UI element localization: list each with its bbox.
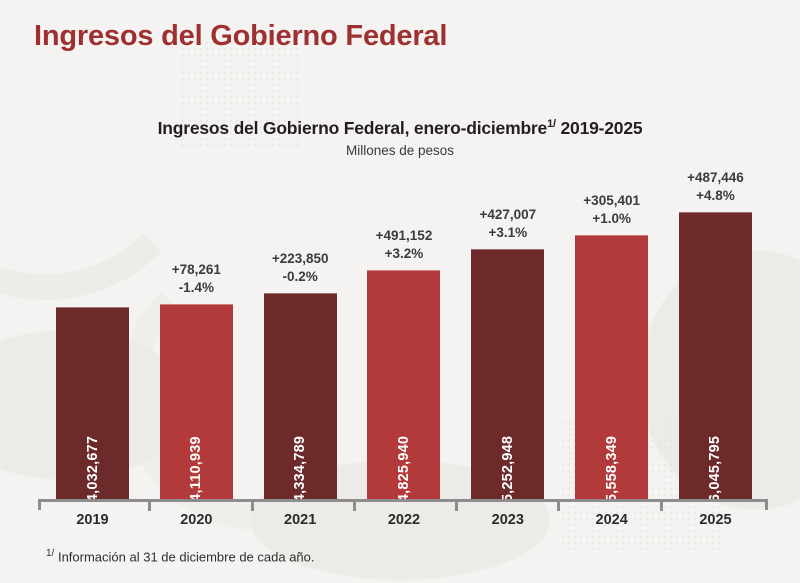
bar-delta-2020: +78,261 -1.4%	[172, 261, 221, 297]
bar-delta-percent-2024: +1.0%	[592, 211, 631, 227]
bar-delta-percent-2025: +4.8%	[696, 188, 735, 204]
bar-delta-2024: +305,401 +1.0%	[583, 192, 640, 228]
bar-value-label-2024: 5,558,349	[603, 435, 620, 503]
x-axis-label-2019: 2019	[76, 512, 109, 528]
bar-2023[interactable]: 5,252,948	[471, 249, 545, 503]
bar-group-2020: +78,261 -1.4% 4,110,939	[150, 176, 243, 502]
bar-value-label-2019: 4,032,677	[84, 435, 101, 503]
bar-group-2024: +305,401 +1.0% 5,558,349	[565, 176, 658, 503]
x-axis-tick-3	[353, 502, 356, 511]
bar-value-label-2021: 4,334,789	[292, 435, 309, 503]
bar-delta-percent-2020: -1.4%	[178, 280, 214, 296]
bar-2024[interactable]: 5,558,349	[575, 235, 649, 503]
x-axis-label-2022: 2022	[387, 512, 421, 528]
bar-delta-2023: +427,007 +3.1%	[479, 206, 536, 242]
bar-value-label-2023: 5,252,948	[499, 435, 516, 503]
bar-delta-absolute-2021: +223,850	[271, 251, 329, 267]
footnote-marker: 1/	[46, 548, 55, 559]
bar-delta-2021: +223,850 -0.2%	[272, 250, 329, 286]
x-axis-tick-5	[557, 502, 560, 511]
bar-delta-percent-2021: -0.2%	[282, 269, 318, 285]
bar-2021[interactable]: 4,334,789	[263, 293, 337, 503]
bar-delta-2025: +487,446 +4.8%	[687, 169, 744, 205]
x-axis-tick-2	[251, 502, 254, 511]
chart-title-range: 2019-2025	[555, 118, 643, 138]
bar-group-2022: +491,152 +3.2% 4,825,940	[357, 176, 450, 503]
bar-2025[interactable]: 6,045,795	[678, 212, 752, 503]
x-axis-label-2021: 2021	[284, 512, 317, 528]
chart-title-main: Ingresos del Gobierno Federal, enero-dic…	[157, 118, 548, 138]
chart-subtitle: Millones de pesos	[345, 143, 455, 158]
bar-2022[interactable]: 4,825,940	[367, 270, 441, 503]
x-axis-label-2020: 2020	[180, 512, 213, 528]
footnote: 1/ Información al 31 de diciembre de cad…	[46, 548, 315, 564]
x-axis-labels: 2019 2020 2021 2022 2023 2024 2025	[46, 512, 762, 528]
bar-series: 4,032,677 +78,261 -1.4% 4,110,939 +223,850 -0…	[46, 170, 762, 503]
bar-value-label-2022: 4,825,940	[395, 435, 412, 503]
x-axis-label-2024: 2024	[595, 512, 628, 528]
bar-delta-percent-2022: +3.2%	[384, 246, 424, 262]
x-axis-label-2025: 2025	[699, 512, 732, 528]
chart-title: Ingresos del Gobierno Federal, enero-dic…	[0, 118, 800, 139]
bar-delta-absolute-2022: +491,152	[375, 228, 433, 244]
x-axis-label-2023: 2023	[491, 512, 524, 528]
bar-group-2023: +427,007 +3.1% 5,252,948	[461, 176, 554, 503]
bar-2020[interactable]: 4,110,939	[159, 304, 233, 502]
page-title: Ingresos del Gobierno Federal	[34, 20, 448, 52]
bar-delta-absolute-2020: +78,261	[171, 262, 221, 278]
x-axis-tick-4	[455, 502, 458, 511]
bar-value-label-2020: 4,110,939	[188, 436, 205, 502]
bar-group-2025: +487,446 +4.8% 6,045,795	[669, 170, 762, 503]
bar-value-label-2025: 6,045,795	[707, 435, 724, 503]
plot-area: 4,032,677 +78,261 -1.4% 4,110,939 +223,850 -0…	[46, 170, 762, 503]
footnote-text: Información al 31 de diciembre de cada a…	[54, 549, 315, 565]
bar-delta-percent-2023: +3.1%	[488, 225, 528, 241]
bar-group-2021: +223,850 -0.2% 4,334,789	[254, 176, 347, 503]
bar-delta-absolute-2023: +427,007	[479, 207, 537, 223]
bar-2019[interactable]: 4,032,677	[56, 307, 129, 503]
x-axis-tick-6	[660, 502, 663, 511]
bar-delta-2022: +491,152 +3.2%	[376, 227, 433, 263]
bar-group-2019: 4,032,677	[46, 176, 139, 503]
x-axis-ticks	[46, 502, 762, 512]
x-axis-tick-1	[148, 502, 151, 511]
bar-delta-absolute-2025: +487,446	[687, 170, 744, 186]
bar-delta-absolute-2024: +305,401	[583, 193, 640, 209]
chart-title-footnote-marker: 1/	[547, 118, 556, 131]
